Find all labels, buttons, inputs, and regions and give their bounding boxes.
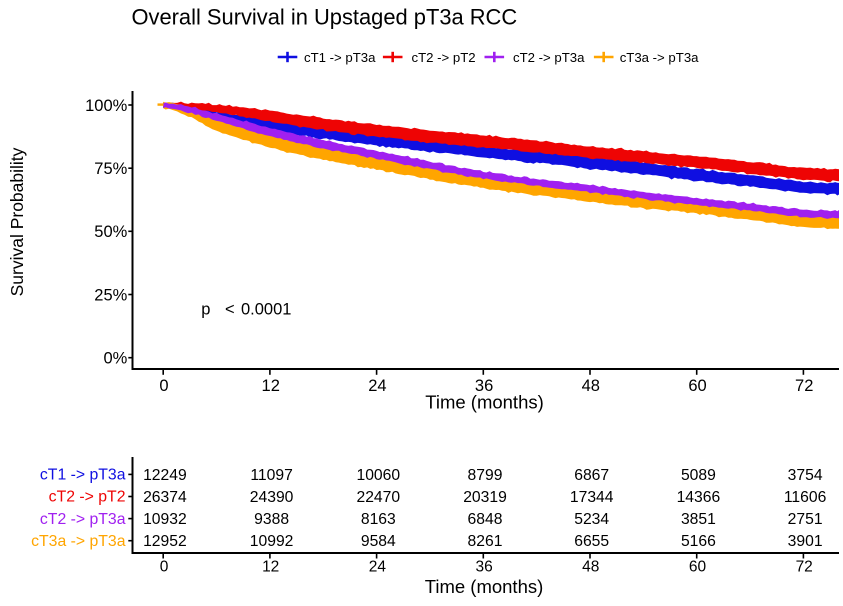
svg-text:p: p [201, 300, 210, 318]
svg-text:22470: 22470 [356, 489, 400, 506]
svg-text:10932: 10932 [143, 511, 187, 528]
svg-text:cT2 -> pT2: cT2 -> pT2 [49, 489, 126, 506]
svg-text:36: 36 [475, 558, 492, 575]
svg-text:cT3a -> pT3a: cT3a -> pT3a [31, 533, 126, 550]
svg-text:36: 36 [475, 377, 493, 395]
svg-text:25%: 25% [94, 286, 127, 304]
svg-text:11097: 11097 [250, 467, 292, 484]
svg-text:3851: 3851 [681, 511, 716, 528]
svg-text:8163: 8163 [361, 511, 396, 528]
svg-text:60: 60 [689, 558, 707, 575]
svg-text:26374: 26374 [143, 489, 187, 506]
svg-text:10060: 10060 [356, 467, 400, 484]
svg-text:75%: 75% [94, 160, 127, 178]
svg-text:cT2 -> pT3a: cT2 -> pT3a [513, 50, 585, 65]
svg-text:5089: 5089 [681, 467, 716, 484]
svg-text:5234: 5234 [574, 511, 609, 528]
svg-text:2751: 2751 [788, 511, 823, 528]
svg-text:<: < [225, 300, 235, 318]
svg-text:8261: 8261 [468, 533, 503, 550]
svg-text:12: 12 [262, 558, 279, 575]
svg-text:12: 12 [262, 377, 280, 395]
svg-text:48: 48 [582, 377, 600, 395]
svg-text:6848: 6848 [468, 511, 503, 528]
svg-text:Overall Survival in Upstaged p: Overall Survival in Upstaged pT3a RCC [132, 5, 518, 30]
svg-text:3901: 3901 [788, 533, 823, 550]
svg-text:11606: 11606 [784, 489, 827, 506]
svg-text:48: 48 [582, 558, 599, 575]
svg-text:0: 0 [160, 558, 169, 575]
svg-text:60: 60 [688, 377, 706, 395]
svg-text:3754: 3754 [788, 467, 823, 484]
svg-text:0%: 0% [103, 350, 127, 368]
svg-text:6655: 6655 [574, 533, 609, 550]
svg-text:72: 72 [796, 558, 813, 575]
svg-text:10992: 10992 [250, 533, 294, 550]
svg-text:Time (months): Time (months) [425, 392, 544, 413]
svg-text:9584: 9584 [361, 533, 396, 550]
svg-text:Time (months): Time (months) [425, 576, 544, 597]
svg-text:24: 24 [368, 377, 386, 395]
svg-text:6867: 6867 [574, 467, 609, 484]
svg-text:cT2 -> pT3a: cT2 -> pT3a [40, 511, 126, 528]
svg-text:cT1 -> pT3a: cT1 -> pT3a [40, 467, 126, 484]
svg-text:12952: 12952 [143, 533, 187, 550]
svg-text:0.0001: 0.0001 [241, 300, 291, 318]
svg-text:5166: 5166 [681, 533, 716, 550]
svg-text:14366: 14366 [677, 489, 721, 506]
svg-text:72: 72 [795, 377, 813, 395]
svg-text:8799: 8799 [468, 467, 503, 484]
svg-text:100%: 100% [85, 97, 128, 115]
svg-text:Survival Probability: Survival Probability [7, 147, 27, 296]
svg-text:24: 24 [369, 558, 387, 575]
svg-text:17344: 17344 [570, 489, 614, 506]
svg-text:24390: 24390 [250, 489, 294, 506]
svg-text:0: 0 [159, 377, 168, 395]
svg-text:50%: 50% [94, 223, 127, 241]
svg-text:cT2 -> pT2: cT2 -> pT2 [412, 50, 476, 65]
svg-text:cT1 -> pT3a: cT1 -> pT3a [304, 50, 376, 65]
svg-text:9388: 9388 [254, 511, 289, 528]
svg-text:20319: 20319 [463, 489, 507, 506]
svg-text:12249: 12249 [143, 467, 187, 484]
svg-text:cT3a -> pT3a: cT3a -> pT3a [620, 50, 699, 65]
